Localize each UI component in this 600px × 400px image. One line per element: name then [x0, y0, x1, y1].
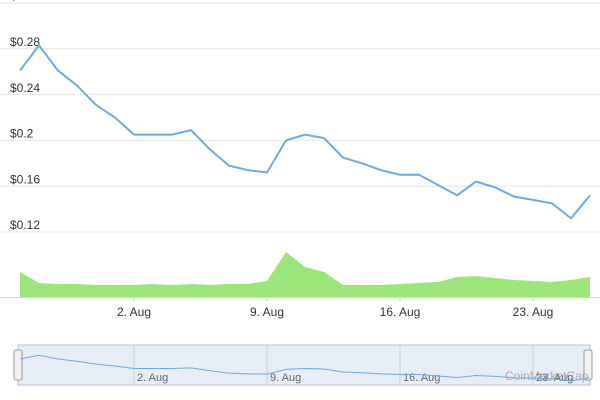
navigator-tick-label: 9. Aug: [270, 372, 301, 384]
y-tick-label: $0.16: [10, 172, 40, 186]
x-tick-label: 2. Aug: [117, 305, 151, 319]
x-tick-label: 16. Aug: [380, 305, 421, 319]
y-tick-label: $0.32: [10, 0, 40, 3]
navigator-tick-label: 23. Aug: [536, 372, 573, 384]
y-tick-label: $0.24: [10, 81, 40, 95]
watermark: CoinMarketCap: [505, 369, 589, 383]
navigator-mask: [17, 344, 591, 386]
navigator-handle[interactable]: [13, 349, 23, 381]
y-tick-label: $0.28: [10, 35, 40, 49]
navigator-tick-label: 16. Aug: [403, 372, 440, 384]
volume-area: [20, 252, 590, 297]
price-line: [19, 43, 591, 220]
y-tick-label: $0.12: [10, 218, 40, 232]
navigator-line: [19, 354, 591, 382]
y-tick-label: $0.2: [10, 127, 34, 141]
navigator-tick-label: 2. Aug: [137, 372, 168, 384]
navigator-handle[interactable]: [583, 349, 593, 381]
x-tick-label: 23. Aug: [513, 305, 554, 319]
x-tick-label: 9. Aug: [250, 305, 284, 319]
